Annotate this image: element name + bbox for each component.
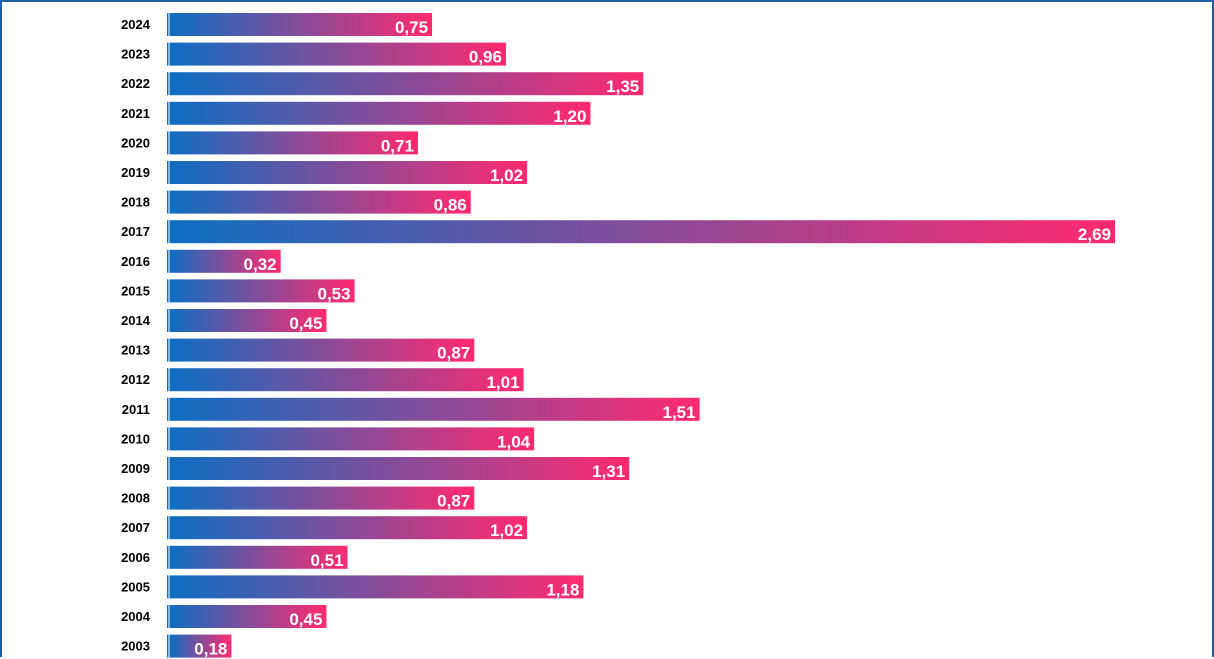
bar-2012 — [169, 368, 524, 392]
category-label-2013: 2013 — [121, 343, 150, 358]
bar-2014 — [169, 309, 327, 332]
bar-baseline — [167, 131, 169, 155]
category-label-2016: 2016 — [121, 254, 150, 269]
category-label-2004: 2004 — [121, 609, 151, 624]
bar-2009 — [169, 457, 630, 480]
category-label-2014: 2014 — [121, 313, 151, 328]
data-label-2011: 1,51 — [662, 403, 695, 422]
bar-2004 — [169, 605, 327, 628]
category-label-2023: 2023 — [121, 47, 150, 62]
data-label-2003: 0,18 — [194, 640, 227, 659]
data-label-2012: 1,01 — [486, 373, 519, 392]
category-label-2005: 2005 — [121, 579, 150, 594]
bar-baseline — [167, 397, 169, 421]
category-label-2003: 2003 — [121, 639, 150, 654]
category-label-2021: 2021 — [121, 106, 150, 121]
bar-2015 — [169, 279, 355, 303]
data-label-2021: 1,20 — [553, 107, 586, 126]
bar-2007 — [169, 516, 528, 540]
bar-baseline — [167, 13, 169, 36]
bar-baseline — [167, 42, 169, 66]
bar-baseline — [167, 220, 169, 244]
data-label-2006: 0,51 — [310, 551, 343, 570]
data-label-2004: 0,45 — [289, 610, 322, 629]
bar-2008 — [169, 486, 475, 510]
bar-2021 — [169, 101, 591, 125]
category-label-2018: 2018 — [121, 195, 150, 210]
category-label-2022: 2022 — [121, 76, 150, 91]
bar-2010 — [169, 427, 535, 451]
bar-baseline — [167, 486, 169, 510]
category-label-2015: 2015 — [121, 283, 150, 298]
bar-baseline — [167, 457, 169, 480]
bar-baseline — [167, 309, 169, 332]
bar-baseline — [167, 605, 169, 628]
bar-baseline — [167, 279, 169, 303]
bar-2019 — [169, 161, 528, 184]
data-label-2008: 0,87 — [437, 492, 470, 511]
data-label-2019: 1,02 — [490, 166, 523, 185]
bar-2017 — [169, 220, 1115, 244]
category-label-2006: 2006 — [121, 550, 150, 565]
bar-baseline — [167, 427, 169, 451]
bar-2006 — [169, 545, 348, 569]
bar-2024 — [169, 13, 433, 36]
data-label-2013: 0,87 — [437, 344, 470, 363]
bar-2011 — [169, 397, 700, 421]
bar-2013 — [169, 338, 475, 362]
data-label-2007: 1,02 — [490, 521, 523, 540]
bar-baseline — [167, 634, 169, 658]
data-label-2009: 1,31 — [592, 462, 625, 481]
bars-group: 2024 0,75 2023 0,96 2022 1,35 2021 1,20 2020 0,71… — [121, 13, 1115, 659]
bar-baseline — [167, 190, 169, 214]
bar-2003 — [169, 634, 232, 658]
data-label-2017: 2,69 — [1078, 225, 1111, 244]
bar-baseline — [167, 516, 169, 540]
category-label-2012: 2012 — [121, 372, 150, 387]
category-label-2019: 2019 — [121, 165, 150, 180]
bar-baseline — [167, 249, 169, 273]
category-label-2020: 2020 — [121, 135, 150, 150]
category-label-2009: 2009 — [121, 461, 150, 476]
bar-baseline — [167, 101, 169, 125]
category-label-2024: 2024 — [121, 17, 151, 32]
bar-2022 — [169, 72, 644, 96]
bar-baseline — [167, 161, 169, 184]
bar-baseline — [167, 338, 169, 362]
category-label-2008: 2008 — [121, 491, 150, 506]
bar-2016 — [169, 249, 281, 273]
category-label-2007: 2007 — [121, 520, 150, 535]
bar-baseline — [167, 368, 169, 392]
category-label-2010: 2010 — [121, 431, 150, 446]
category-label-2017: 2017 — [121, 224, 150, 239]
data-label-2023: 0,96 — [469, 48, 502, 67]
bar-2018 — [169, 190, 471, 214]
category-label-2011: 2011 — [122, 402, 150, 417]
data-label-2015: 0,53 — [317, 284, 350, 303]
bar-2020 — [169, 131, 418, 155]
data-label-2014: 0,45 — [289, 314, 322, 333]
data-label-2024: 0,75 — [395, 18, 428, 37]
data-label-2016: 0,32 — [244, 255, 277, 274]
data-label-2018: 0,86 — [434, 196, 467, 215]
data-label-2020: 0,71 — [381, 136, 414, 155]
data-label-2005: 1,18 — [546, 580, 579, 599]
bar-baseline — [167, 575, 169, 599]
bar-2023 — [169, 42, 506, 66]
bar-2005 — [169, 575, 584, 599]
data-label-2022: 1,35 — [606, 77, 639, 96]
data-label-2010: 1,04 — [497, 432, 531, 451]
bar-baseline — [167, 72, 169, 96]
bar-baseline — [167, 545, 169, 569]
